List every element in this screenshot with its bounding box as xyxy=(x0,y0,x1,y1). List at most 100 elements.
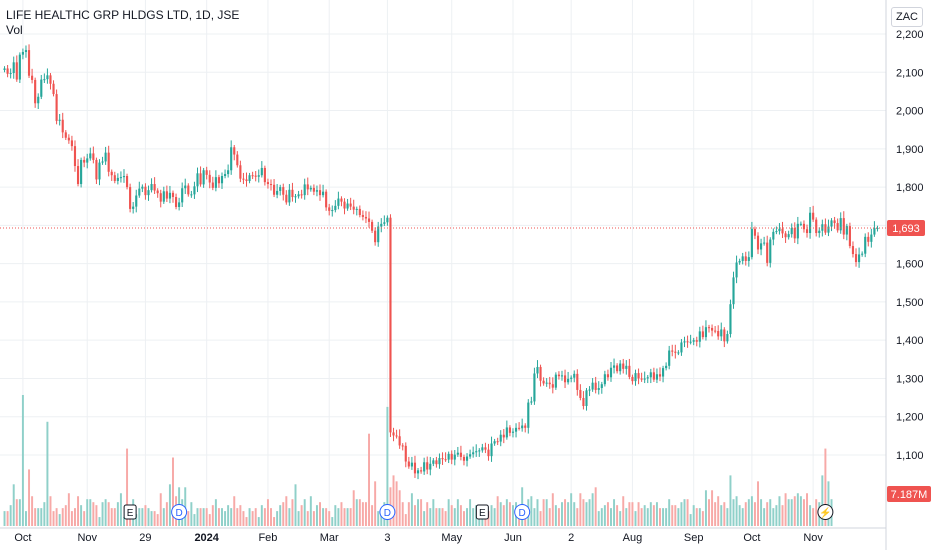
volume-bar xyxy=(720,505,723,526)
candle-body xyxy=(435,460,438,465)
volume-bar xyxy=(704,490,707,526)
volume-bar xyxy=(815,499,818,526)
candle-body xyxy=(340,198,343,202)
candle-body xyxy=(649,372,652,378)
candle-body xyxy=(542,380,545,384)
volume-bar xyxy=(92,502,95,526)
candle-body xyxy=(490,443,493,457)
volume-bar xyxy=(337,508,340,526)
volume-bar xyxy=(619,511,622,526)
candle-body xyxy=(144,186,147,196)
volume-bar xyxy=(123,517,125,526)
candle-body xyxy=(830,220,833,227)
volume-bar xyxy=(64,505,67,526)
candle-body xyxy=(37,96,40,104)
candle-body xyxy=(772,231,775,240)
volume-bar xyxy=(392,475,395,526)
volume-bar xyxy=(364,502,367,526)
candle-body xyxy=(352,206,355,210)
candle-body xyxy=(744,256,747,261)
dividend-marker[interactable] xyxy=(171,504,188,520)
volume-bar xyxy=(573,502,576,526)
earnings-marker[interactable] xyxy=(123,504,137,520)
volume-bar xyxy=(787,499,790,526)
volume-bar xyxy=(597,511,600,526)
volume-bar xyxy=(40,508,43,526)
candle-body xyxy=(202,170,205,185)
candle-body xyxy=(337,198,340,206)
candle-body xyxy=(184,185,187,189)
volume-bar xyxy=(536,499,539,526)
volume-bar xyxy=(496,496,499,526)
dividend-marker[interactable] xyxy=(514,504,531,520)
volume-bar xyxy=(233,496,236,526)
candle-body xyxy=(426,462,429,470)
dividend-marker[interactable] xyxy=(379,504,396,520)
volume-bar xyxy=(331,517,334,526)
volume-bar xyxy=(655,502,658,526)
volume-bar xyxy=(28,469,31,526)
candle-body xyxy=(441,458,444,460)
volume-bar xyxy=(462,511,465,526)
candle-body xyxy=(178,202,181,207)
volume-bar xyxy=(561,502,563,526)
candle-body xyxy=(205,170,208,175)
volume-bar xyxy=(239,505,242,526)
volume-bar xyxy=(224,511,227,526)
volume-bar xyxy=(312,511,315,526)
candle-body xyxy=(554,374,557,388)
candle-body xyxy=(870,234,873,242)
candle-body xyxy=(181,188,184,203)
candle-body xyxy=(24,50,28,52)
volume-bar xyxy=(499,502,502,526)
volume-bar xyxy=(126,448,129,526)
time-tick-label: Oct xyxy=(743,532,760,544)
volume-bar xyxy=(732,499,735,526)
candle-body xyxy=(796,223,799,239)
price-tick-label: 1,500 xyxy=(896,297,924,309)
event-marker[interactable] xyxy=(817,504,834,520)
candle-body xyxy=(793,228,796,239)
currency-button[interactable]: ZAC xyxy=(891,7,923,27)
candle-body xyxy=(328,207,331,211)
volume-bar xyxy=(744,502,747,526)
time-tick-label: Sep xyxy=(684,532,704,544)
candle-body xyxy=(331,210,334,212)
earnings-marker[interactable] xyxy=(475,504,489,520)
volume-bar xyxy=(668,499,671,526)
candle-body xyxy=(717,330,720,337)
candle-body xyxy=(591,382,594,390)
volume-bar xyxy=(634,511,637,526)
candle-body xyxy=(836,223,839,231)
candle-body xyxy=(12,62,15,74)
candle-body xyxy=(680,342,683,353)
candle-body xyxy=(15,62,18,80)
volume-bar xyxy=(662,508,665,526)
volume-bar xyxy=(245,517,248,526)
candle-body xyxy=(196,173,199,187)
volume-bar xyxy=(677,508,680,526)
volume-bar xyxy=(135,514,138,526)
volume-bar xyxy=(15,499,18,526)
volume-legend: Vol xyxy=(6,23,23,37)
candle-body xyxy=(282,187,285,195)
candle-body xyxy=(101,161,104,163)
volume-bar xyxy=(288,508,291,526)
candle-body xyxy=(318,190,322,196)
candle-body xyxy=(83,159,86,163)
candle-body xyxy=(416,470,420,474)
volume-bar xyxy=(77,496,80,526)
candle-body xyxy=(469,454,472,457)
volume-bar xyxy=(717,496,720,526)
volume-bar xyxy=(628,502,631,526)
volume-bar xyxy=(671,505,674,526)
volume-bar xyxy=(625,508,628,526)
candle-body xyxy=(306,184,309,190)
volume-bar xyxy=(343,508,346,526)
candle-body xyxy=(236,154,239,166)
volume-bar xyxy=(153,511,156,526)
candle-body xyxy=(248,175,251,181)
volume-bar xyxy=(70,511,73,526)
volume-bar xyxy=(763,508,766,526)
